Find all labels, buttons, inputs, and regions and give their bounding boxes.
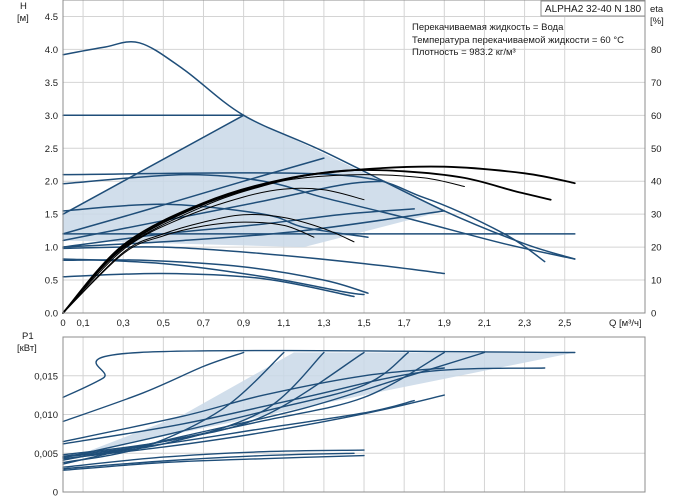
power-flow-frame [62,336,646,493]
head-tick-label: 3.0 [45,111,58,122]
power-curve [62,452,355,470]
head-tick-label: 4.5 [45,12,58,23]
eta-tick-label: 60 [651,111,662,122]
eta-tick-label: 50 [651,144,662,155]
eta-tick-label: 20 [651,243,662,254]
flow-tick-label: 0,5 [157,318,170,329]
head-tick-label: 0.5 [45,276,58,287]
flow-tick-label: 1,5 [357,318,370,329]
head-flow-curves [62,40,576,314]
head-curve [62,272,355,298]
head-tick-label: 4.0 [45,45,58,56]
head-axis-ticks: 0.0 0.5 1.0 1.5 2.0 2.5 3.0 3.5 4.0 4.5 [45,12,58,320]
flow-tick-label: 2,1 [478,318,491,329]
power-flow-curves [62,349,576,471]
flow-tick-label: 0,7 [197,318,210,329]
model-label-box [540,0,646,17]
head-curve [62,157,325,235]
flow-tick-label: 0 [60,318,65,329]
head-curve [62,259,369,294]
model-label: ALPHA2 32-40 N 180 [545,4,642,15]
efficiency-curve [62,169,552,314]
power-curve [62,367,445,443]
flow-tick-label: 1,3 [317,318,330,329]
power-tick-label: 0,015 [34,371,58,382]
efficiency-curve [62,187,365,314]
eta-tick-label: 0 [651,309,656,320]
head-flow-frame [62,0,646,314]
flow-tick-label: 1,7 [398,318,411,329]
efficiency-curve [62,214,355,314]
head-axis-label: H [20,1,27,12]
head-curve [62,173,576,260]
power-axis-ticks: 0 0,005 0,010 0,015 [34,371,58,498]
head-tick-label: 2.0 [45,177,58,188]
efficiency-curve [62,221,315,314]
head-curve [62,114,245,215]
power-flow-panel: 0 0,005 0,010 0,015 P1 [кВт] [17,331,646,499]
eta-tick-label: 70 [651,78,662,89]
power-tick-label: 0,005 [34,449,58,460]
power-curve [62,454,365,471]
eta-tick-label: 80 [651,45,662,56]
flow-axis-label: Q [м³/ч] [609,318,642,329]
head-curve [62,208,415,248]
eta-tick-label: 40 [651,177,662,188]
power-tick-label: 0 [53,488,58,499]
head-axis-unit: [м] [17,13,29,24]
eta-axis-label: eta [650,4,664,15]
power-curve [62,449,365,468]
flow-tick-label: 1,9 [438,318,451,329]
eta-axis-unit: [%] [650,16,664,27]
head-tick-label: 0.0 [45,309,58,320]
flow-tick-label: 0,3 [117,318,130,329]
flow-tick-label: 2,5 [558,318,571,329]
flow-tick-label: 1,1 [277,318,290,329]
power-curve [62,349,576,399]
power-curve [62,351,245,423]
head-curve [62,210,446,248]
info-temperature: Температура перекачиваемой жидкости = 60… [412,35,624,46]
power-curve [62,367,546,445]
head-curve [62,180,385,242]
eta-tick-label: 30 [651,210,662,221]
power-tick-label: 0,010 [34,410,58,421]
efficiency-curve [62,174,465,314]
head-tick-label: 2.5 [45,144,58,155]
flow-tick-label: 2,3 [518,318,531,329]
head-tick-label: 1.5 [45,210,58,221]
flow-tick-label: 0,1 [76,318,89,329]
power-axis-label: P1 [22,331,34,342]
info-density: Плотность = 983.2 кг/м³ [412,47,516,58]
info-fluid: Перекачиваемая жидкость = Вода [412,22,564,33]
head-flow-panel: 0.0 0.5 1.0 1.5 2.0 2.5 3.0 3.5 4.0 4.5 0 10 20 30 40… [17,0,664,329]
head-tick-label: 3.5 [45,78,58,89]
flow-tick-label: 0,9 [237,318,250,329]
head-tick-label: 1.0 [45,243,58,254]
flow-axis-ticks: 0 0,1 0,3 0,5 0,7 0,9 1,1 1,3 1,5 1,7 1,9 2,1 2,3 2,5 [60,318,571,329]
power-curve [62,394,445,460]
power-range-area [63,352,575,461]
power-axis-unit: [кВт] [17,343,37,354]
eta-tick-label: 10 [651,276,662,287]
eta-axis-ticks: 0 10 20 30 40 50 60 70 80 [651,45,662,320]
head-curve [62,203,369,238]
head-curve [62,258,365,296]
